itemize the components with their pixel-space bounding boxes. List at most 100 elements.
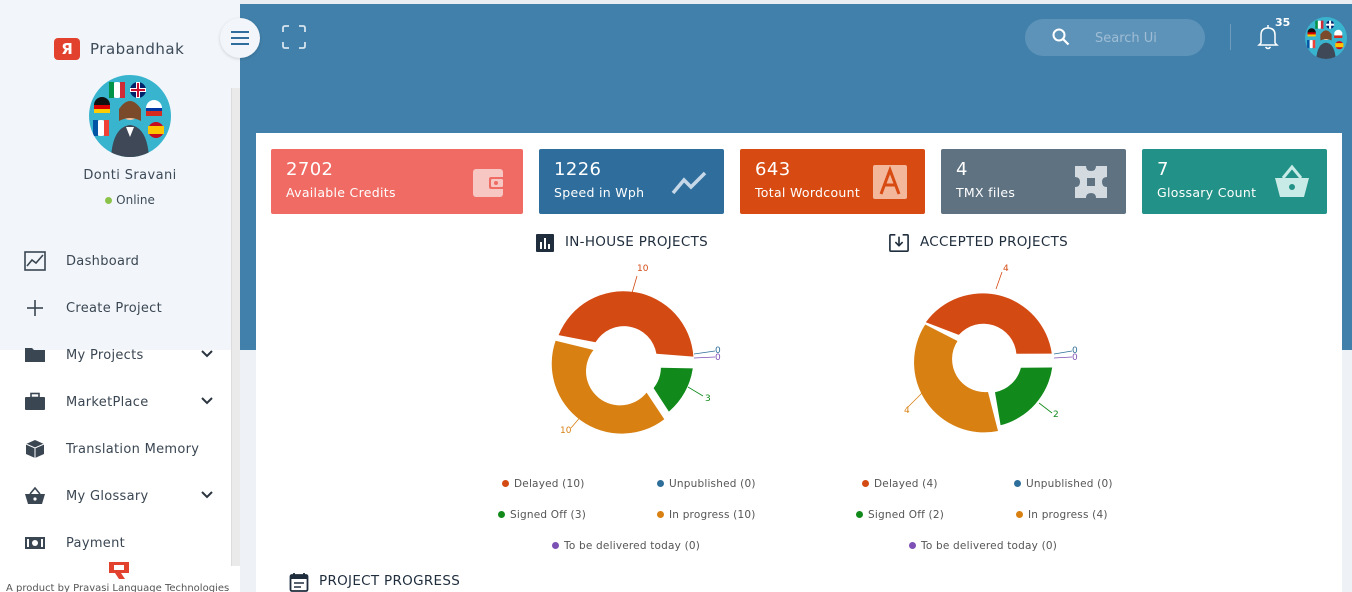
sidebar-item-label: Payment: [66, 536, 126, 551]
chart-slice-signed-off[interactable]: [653, 367, 693, 412]
stat-label: Available Credits: [286, 185, 396, 200]
stat-label: Total Wordcount: [755, 185, 861, 200]
legend-item-unpublished[interactable]: Unpublished (0): [657, 478, 756, 490]
chart-label-to-be-delivered: 0: [715, 353, 721, 363]
wallet-icon: [473, 169, 505, 197]
legend-dot-icon: [856, 511, 863, 518]
stat-value: 1226: [554, 159, 602, 180]
sidebar: Я Prabandhak Donti Sravani Online Dashbo…: [0, 0, 240, 592]
stat-label: Glossary Count: [1157, 185, 1257, 200]
legend-item-to-be-delivered[interactable]: To be delivered today (0): [552, 540, 700, 552]
user-status: Online: [0, 193, 260, 207]
sidebar-menu: Dashboard Create Project My Projects Mar…: [0, 238, 232, 567]
legend-label: In progress (4): [1028, 509, 1108, 521]
sidebar-item-dashboard[interactable]: Dashboard: [0, 238, 232, 285]
stat-card-total-wordcount[interactable]: 643 Total Wordcount: [740, 149, 925, 214]
sidebar-item-my-projects[interactable]: My Projects: [0, 332, 232, 379]
legend-label: Delayed (10): [514, 478, 585, 490]
menu-toggle-button[interactable]: [220, 18, 260, 58]
legend-label: Unpublished (0): [1026, 478, 1113, 490]
stat-card-tmx-files[interactable]: 4 TMX files: [941, 149, 1126, 214]
plus-icon: [27, 300, 43, 316]
sidebar-scrollbar[interactable]: [231, 88, 240, 566]
legend-label: Signed Off (3): [510, 509, 587, 521]
fullscreen-icon[interactable]: [282, 25, 306, 49]
company-logo-icon: [109, 562, 129, 579]
legend-item-unpublished[interactable]: Unpublished (0): [1014, 478, 1113, 490]
project-progress-title: PROJECT PROGRESS: [319, 573, 461, 589]
chevron-down-icon[interactable]: [200, 396, 214, 406]
chevron-down-icon[interactable]: [200, 349, 214, 359]
search-input[interactable]: [1095, 28, 1195, 48]
sidebar-item-label: My Projects: [66, 348, 144, 363]
search-icon[interactable]: [1052, 28, 1070, 46]
sidebar-item-marketplace[interactable]: MarketPlace: [0, 379, 232, 426]
legend-label: To be delivered today (0): [564, 540, 701, 552]
stat-card-glossary-count[interactable]: 7 Glossary Count: [1142, 149, 1327, 214]
trend-icon: [671, 171, 707, 195]
legend-item-delayed[interactable]: Delayed (4): [862, 478, 938, 490]
chart-leader-in-progress: [570, 407, 589, 429]
sidebar-item-my-glossary[interactable]: My Glossary: [0, 473, 232, 520]
sidebar-item-label: Dashboard: [66, 254, 140, 269]
briefcase-icon: [25, 392, 45, 410]
legend-item-signed-off[interactable]: Signed Off (2): [856, 509, 944, 521]
legend-item-delayed[interactable]: Delayed (10): [502, 478, 585, 490]
legend-dot-icon: [498, 511, 505, 518]
footer-text: A product by Pravasi Language Technologi…: [6, 583, 230, 592]
accepted-donut-chart: 4 0 0 2 4: [904, 264, 1078, 433]
chart-label-unpublished: 0: [715, 346, 721, 356]
chart-slice-in-progress[interactable]: [551, 340, 665, 434]
sidebar-item-label: My Glossary: [66, 489, 149, 504]
search-bar[interactable]: [1025, 19, 1205, 56]
legend-dot-icon: [1014, 480, 1021, 487]
stat-value: 2702: [286, 159, 334, 180]
header-divider: [1230, 24, 1231, 50]
chart-slice-delayed[interactable]: [925, 293, 1052, 354]
puzzle-icon: [1075, 166, 1107, 198]
legend-item-signed-off[interactable]: Signed Off (3): [498, 509, 586, 521]
hamburger-icon: [231, 31, 249, 45]
top-strip: [0, 0, 1352, 4]
sidebar-item-create-project[interactable]: Create Project: [0, 285, 232, 332]
stat-value: 7: [1157, 159, 1169, 180]
legend-item-in-progress[interactable]: In progress (4): [1016, 509, 1108, 521]
chart-slice-signed-off[interactable]: [995, 367, 1053, 426]
stat-card-speed[interactable]: 1226 Speed in Wph: [539, 149, 724, 214]
user-name: Donti Sravani: [83, 168, 177, 183]
sidebar-item-translation-memory[interactable]: Translation Memory: [0, 426, 232, 473]
chart-slice-in-progress[interactable]: [914, 324, 998, 433]
chart-leader-unpublished: [693, 350, 716, 355]
stat-value: 4: [956, 159, 968, 180]
legend-dot-icon: [657, 511, 664, 518]
legend-item-in-progress[interactable]: In progress (10): [657, 509, 756, 521]
stat-card-available-credits[interactable]: 2702 Available Credits: [271, 149, 523, 214]
notification-bell-icon[interactable]: [1257, 24, 1279, 50]
chart-label-delayed: 4: [1003, 264, 1009, 274]
legend-item-to-be-delivered[interactable]: To be delivered today (0): [909, 540, 1057, 552]
legend-label: To be delivered today (0): [921, 540, 1058, 552]
online-status-dot-icon: [105, 197, 113, 204]
accepted-projects-title: ACCEPTED PROJECTS: [920, 234, 1068, 250]
legend-label: Delayed (4): [874, 478, 938, 490]
chart-slice-delayed[interactable]: [558, 291, 694, 357]
sidebar-item-payment[interactable]: Payment: [0, 520, 232, 567]
legend-label: Signed Off (2): [868, 509, 945, 521]
bar-chart-icon: [536, 234, 554, 252]
chart-label-signed-off: 3: [705, 394, 711, 404]
user-avatar-button[interactable]: [1305, 17, 1347, 59]
cube-icon: [25, 440, 45, 458]
avatar-illustration-icon: [93, 82, 164, 157]
basket-icon: [1275, 164, 1309, 197]
chart-label-delayed: 10: [637, 264, 649, 274]
sidebar-item-label: MarketPlace: [66, 395, 149, 410]
chevron-down-icon[interactable]: [200, 490, 214, 500]
folder-icon: [25, 348, 45, 362]
brand[interactable]: Я Prabandhak: [54, 38, 184, 60]
avatar[interactable]: [89, 75, 171, 157]
chart-leader-signed-off: [1038, 402, 1053, 414]
legend-label: In progress (10): [669, 509, 756, 521]
legend-dot-icon: [502, 480, 509, 487]
inhouse-donut-chart: 10 0 0 3 10: [551, 264, 721, 436]
chart-label-in-progress: 4: [904, 406, 910, 416]
